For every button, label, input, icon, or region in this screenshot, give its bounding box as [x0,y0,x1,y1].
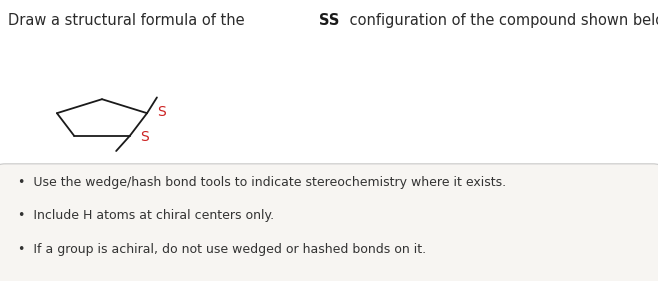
Text: configuration of the compound shown below.: configuration of the compound shown belo… [345,13,658,28]
Text: •  If a group is achiral, do not use wedged or hashed bonds on it.: • If a group is achiral, do not use wedg… [18,243,426,256]
Text: •  Include H atoms at chiral centers only.: • Include H atoms at chiral centers only… [18,209,274,222]
Text: •  Use the wedge/hash bond tools to indicate stereochemistry where it exists.: • Use the wedge/hash bond tools to indic… [18,176,507,189]
Text: S: S [157,105,166,119]
Text: S: S [140,130,149,144]
Text: SS: SS [319,13,340,28]
FancyBboxPatch shape [0,164,658,281]
Text: Draw a structural formula of the: Draw a structural formula of the [8,13,249,28]
